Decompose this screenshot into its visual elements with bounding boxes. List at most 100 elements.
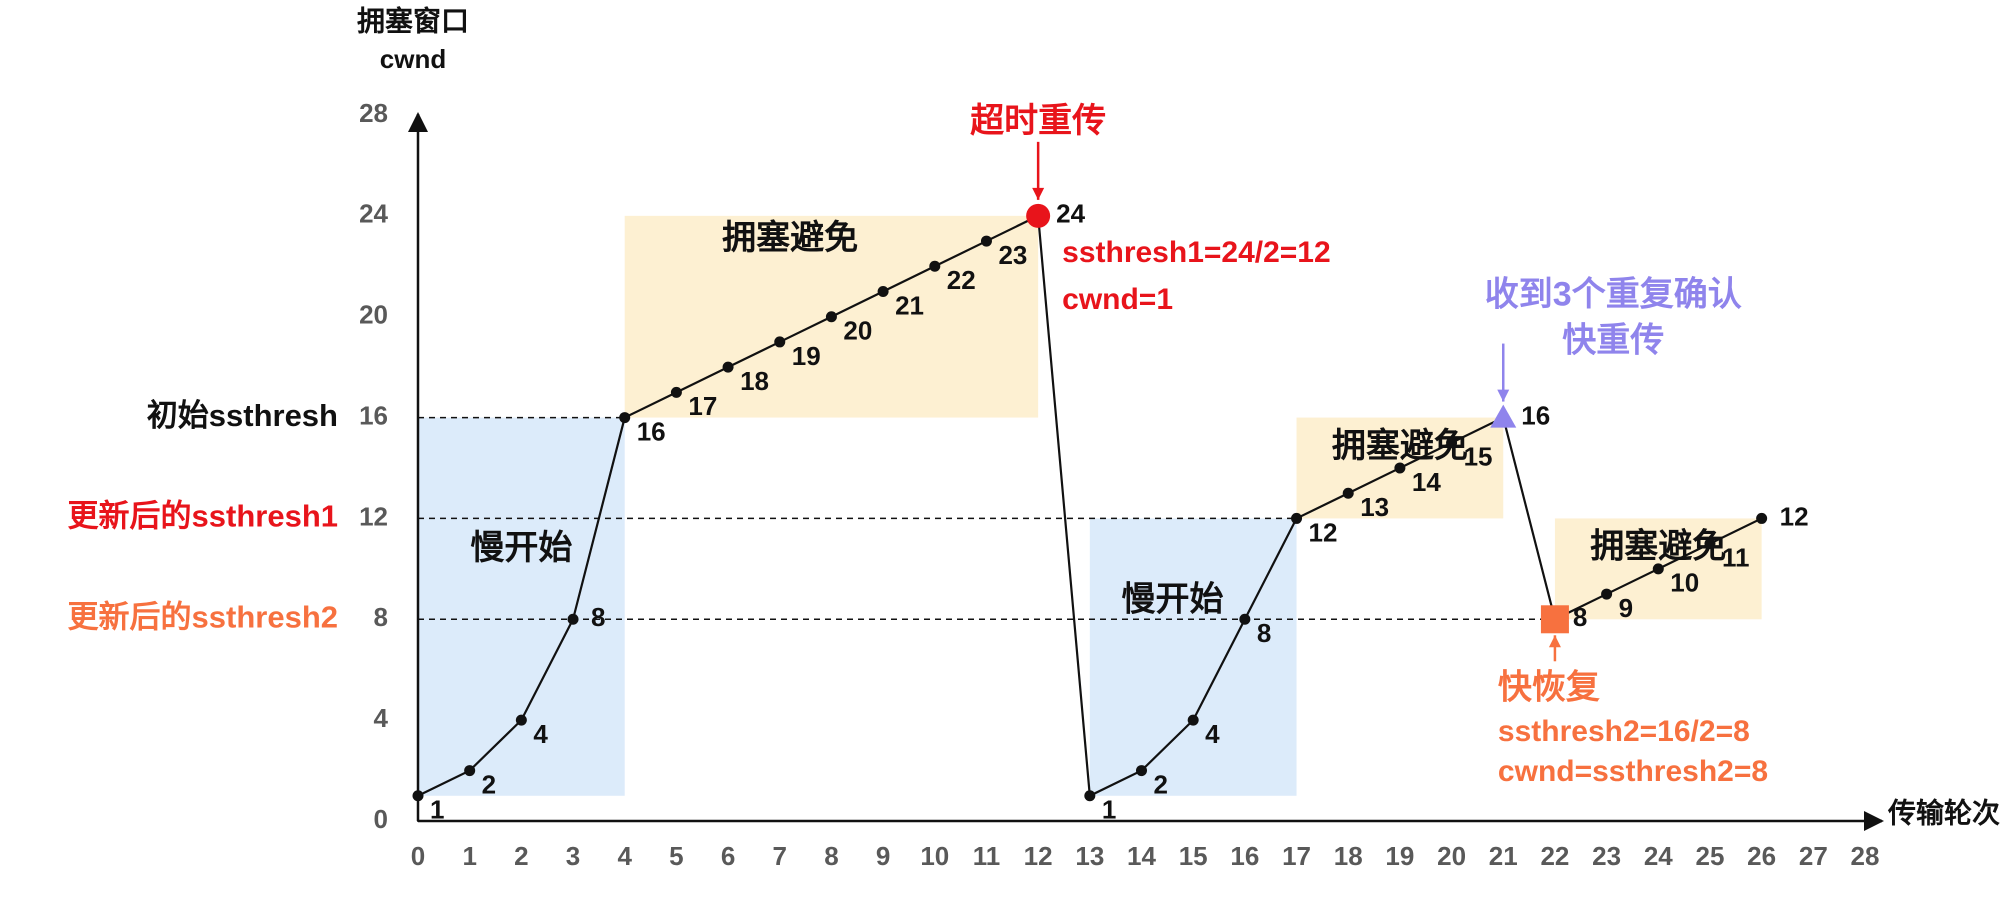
data-point bbox=[877, 286, 889, 297]
event-marker bbox=[1490, 404, 1517, 428]
event-label: 超时重传 bbox=[970, 102, 1106, 140]
x-tick-label: 16 bbox=[1230, 841, 1259, 871]
data-point bbox=[1239, 613, 1251, 625]
data-label: 21 bbox=[895, 290, 924, 320]
data-label: 14 bbox=[1412, 467, 1441, 497]
y-axis-label: cwnd bbox=[380, 44, 446, 74]
data-point bbox=[1756, 512, 1768, 524]
x-tick-label: 4 bbox=[617, 841, 632, 871]
x-tick-label: 25 bbox=[1696, 841, 1725, 871]
data-label: 1 bbox=[430, 795, 444, 825]
data-point bbox=[1084, 790, 1096, 802]
data-label: 13 bbox=[1360, 492, 1389, 522]
x-tick-label: 19 bbox=[1385, 841, 1414, 871]
data-label: 19 bbox=[792, 341, 821, 371]
data-label: 18 bbox=[740, 366, 769, 396]
event-label: 快重传 bbox=[1562, 322, 1664, 360]
data-label: 16 bbox=[1521, 400, 1550, 430]
data-label: 22 bbox=[947, 265, 976, 295]
data-point bbox=[464, 765, 476, 777]
data-label: 10 bbox=[1670, 568, 1699, 598]
x-tick-label: 21 bbox=[1489, 841, 1518, 871]
data-label: 23 bbox=[998, 240, 1027, 270]
data-label: 24 bbox=[1056, 199, 1085, 229]
data-point bbox=[1187, 714, 1199, 726]
event-note: cwnd=ssthresh2=8 bbox=[1498, 755, 1768, 788]
data-point bbox=[619, 412, 631, 424]
threshold-label: 更新后的ssthresh1 bbox=[68, 499, 338, 534]
data-point bbox=[825, 311, 837, 323]
x-axis-label: 传输轮次 bbox=[1887, 796, 2000, 828]
event-label: 快恢复 bbox=[1498, 668, 1600, 706]
data-point bbox=[1291, 512, 1303, 524]
x-tick-label: 17 bbox=[1282, 841, 1311, 871]
data-point bbox=[1394, 462, 1406, 474]
data-label: 8 bbox=[1257, 618, 1271, 648]
region bbox=[418, 417, 625, 796]
y-tick-label: 24 bbox=[359, 199, 388, 229]
x-tick-label: 15 bbox=[1179, 841, 1208, 871]
x-tick-label: 23 bbox=[1592, 841, 1621, 871]
data-label: 8 bbox=[1573, 602, 1587, 632]
x-tick-label: 8 bbox=[824, 841, 838, 871]
x-tick-label: 28 bbox=[1851, 841, 1880, 871]
data-label: 2 bbox=[1154, 769, 1168, 799]
data-point bbox=[515, 714, 527, 726]
x-tick-label: 6 bbox=[721, 841, 735, 871]
x-tick-label: 24 bbox=[1644, 841, 1673, 871]
event-arrowhead bbox=[1548, 635, 1561, 648]
data-point bbox=[774, 336, 786, 348]
data-point bbox=[670, 386, 682, 398]
data-label: 8 bbox=[591, 602, 605, 632]
data-label: 17 bbox=[688, 391, 717, 421]
x-tick-label: 5 bbox=[669, 841, 683, 871]
x-tick-label: 1 bbox=[462, 841, 476, 871]
event-arrowhead bbox=[1497, 389, 1510, 402]
data-point bbox=[1601, 588, 1613, 600]
x-tick-label: 9 bbox=[876, 841, 890, 871]
x-tick-label: 18 bbox=[1334, 841, 1363, 871]
region-label: 慢开始 bbox=[470, 529, 572, 567]
data-label: 11 bbox=[1722, 543, 1750, 573]
data-point bbox=[1652, 563, 1664, 575]
x-tick-label: 14 bbox=[1127, 841, 1156, 871]
region-label: 拥塞避免 bbox=[722, 219, 858, 257]
x-tick-label: 12 bbox=[1024, 841, 1053, 871]
x-tick-label: 0 bbox=[411, 841, 425, 871]
data-point bbox=[1446, 437, 1458, 449]
data-label: 2 bbox=[482, 769, 496, 799]
threshold-label: 初始ssthresh bbox=[147, 398, 338, 433]
x-tick-label: 7 bbox=[773, 841, 787, 871]
event-note: ssthresh1=24/2=12 bbox=[1062, 236, 1331, 269]
data-label: 12 bbox=[1780, 501, 1809, 531]
x-tick-label: 13 bbox=[1075, 841, 1104, 871]
x-tick-label: 10 bbox=[920, 841, 949, 871]
y-tick-label: 4 bbox=[374, 703, 389, 733]
threshold-label: 更新后的ssthresh2 bbox=[68, 599, 338, 634]
data-point bbox=[567, 613, 579, 625]
data-point bbox=[1704, 538, 1716, 550]
y-tick-label: 12 bbox=[359, 501, 388, 531]
y-tick-label: 16 bbox=[359, 400, 388, 430]
event-marker bbox=[1026, 203, 1051, 228]
x-tick-label: 26 bbox=[1747, 841, 1776, 871]
x-tick-label: 11 bbox=[973, 841, 1001, 871]
event-note: ssthresh2=16/2=8 bbox=[1498, 715, 1750, 748]
y-tick-label: 8 bbox=[374, 602, 388, 632]
y-tick-label: 0 bbox=[374, 804, 388, 834]
x-tick-label: 22 bbox=[1540, 841, 1569, 871]
data-label: 4 bbox=[533, 719, 548, 749]
x-tick-label: 3 bbox=[566, 841, 580, 871]
x-tick-label: 20 bbox=[1437, 841, 1466, 871]
data-label: 16 bbox=[637, 416, 666, 446]
region bbox=[1089, 518, 1297, 796]
data-point bbox=[980, 235, 992, 247]
data-label: 20 bbox=[843, 316, 872, 346]
event-label: 收到3个重复确认 bbox=[1485, 276, 1742, 314]
data-label: 15 bbox=[1464, 442, 1493, 472]
event-arrowhead bbox=[1032, 187, 1045, 200]
data-point bbox=[1342, 487, 1354, 499]
event-note: cwnd=1 bbox=[1062, 283, 1173, 316]
data-label: 4 bbox=[1205, 719, 1220, 749]
